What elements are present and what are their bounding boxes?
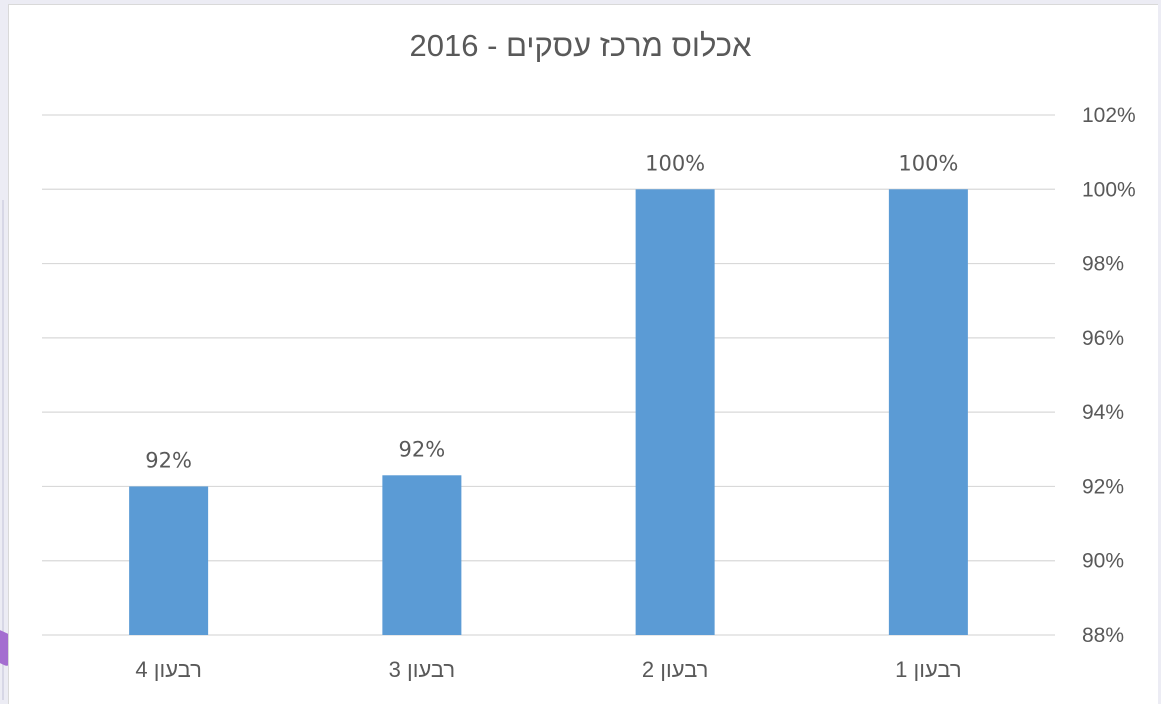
bar <box>888 189 968 636</box>
x-tick-label: רבעון 4 <box>135 657 201 682</box>
y-tick-label: 98% <box>1082 253 1124 276</box>
data-label: 92% <box>399 437 446 461</box>
bar <box>129 486 209 635</box>
data-label: 100% <box>898 151 958 175</box>
y-tick-label: 94% <box>1082 401 1124 424</box>
bar <box>635 189 715 636</box>
decorative-line-left <box>2 200 4 700</box>
y-tick-label: 100% <box>1082 178 1136 201</box>
bar <box>382 475 462 635</box>
data-label: 92% <box>145 448 192 472</box>
y-tick-label: 92% <box>1082 475 1124 498</box>
y-tick-label: 88% <box>1082 624 1124 647</box>
y-tick-label: 102% <box>1082 104 1136 127</box>
data-label: 100% <box>645 151 705 175</box>
y-tick-label: 90% <box>1082 550 1124 573</box>
x-tick-label: רבעון 1 <box>895 657 961 682</box>
chart-title: אכלוס מרכז עסקים - 2016 <box>409 28 752 63</box>
x-tick-label: רבעון 3 <box>389 657 455 682</box>
y-tick-label: 96% <box>1082 327 1124 350</box>
x-tick-label: רבעון 2 <box>642 657 708 682</box>
